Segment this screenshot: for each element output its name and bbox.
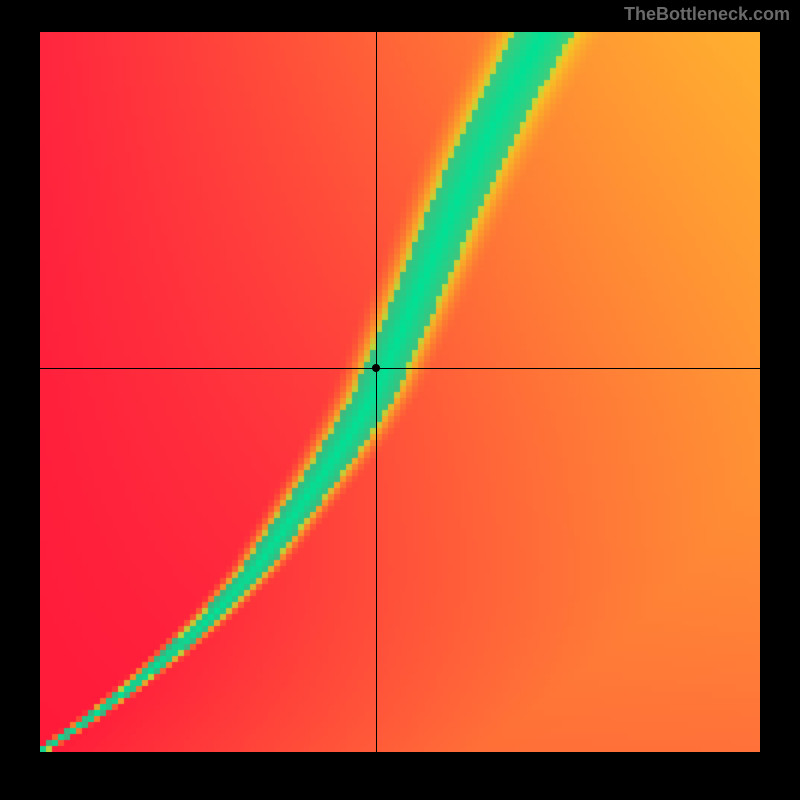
heatmap-canvas: [40, 32, 760, 752]
crosshair-horizontal: [40, 368, 760, 369]
watermark-text: TheBottleneck.com: [624, 4, 790, 25]
crosshair-vertical: [376, 32, 377, 752]
crosshair-dot: [372, 364, 380, 372]
bottleneck-heatmap: TheBottleneck.com: [0, 0, 800, 800]
